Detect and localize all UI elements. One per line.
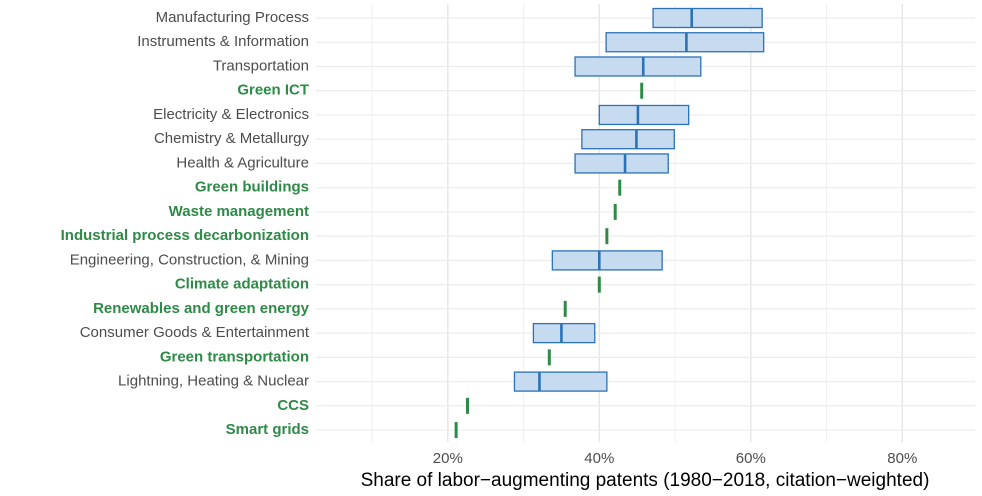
box [551, 250, 663, 271]
x-tick-label: 40% [584, 450, 614, 467]
box [598, 104, 690, 126]
x-tick-label: 80% [887, 450, 917, 467]
category-label: CCS [277, 397, 309, 414]
box [532, 322, 596, 344]
category-label: Industrial process decarbonization [61, 227, 309, 244]
category-label: Manufacturing Process [156, 9, 309, 26]
box [652, 7, 763, 29]
category-label: Green ICT [237, 82, 309, 99]
box [581, 129, 675, 150]
category-label: Chemistry & Metallurgy [154, 130, 310, 147]
category-label: Transportation [213, 57, 309, 74]
category-label: Lightning, Heating & Nuclear [118, 373, 309, 390]
box [574, 153, 669, 174]
box [574, 56, 702, 77]
category-label: Smart grids [226, 421, 309, 438]
category-label: Green transportation [160, 348, 309, 365]
category-label: Consumer Goods & Entertainment [80, 324, 310, 341]
x-tick-label: 20% [433, 450, 463, 467]
category-label: Electricity & Electronics [153, 106, 309, 123]
x-axis-label: Share of labor−augmenting patents (1980−… [361, 470, 930, 491]
category-label: Instruments & Information [137, 33, 309, 50]
category-label: Health & Agriculture [176, 154, 309, 171]
category-label: Green buildings [195, 179, 309, 196]
category-label: Renewables and green energy [93, 300, 310, 317]
category-label: Engineering, Construction, & Mining [70, 251, 309, 268]
box [605, 32, 765, 53]
category-label: Waste management [169, 203, 309, 220]
box [513, 371, 608, 392]
category-label: Climate adaptation [175, 276, 309, 293]
x-tick-label: 60% [736, 450, 766, 467]
